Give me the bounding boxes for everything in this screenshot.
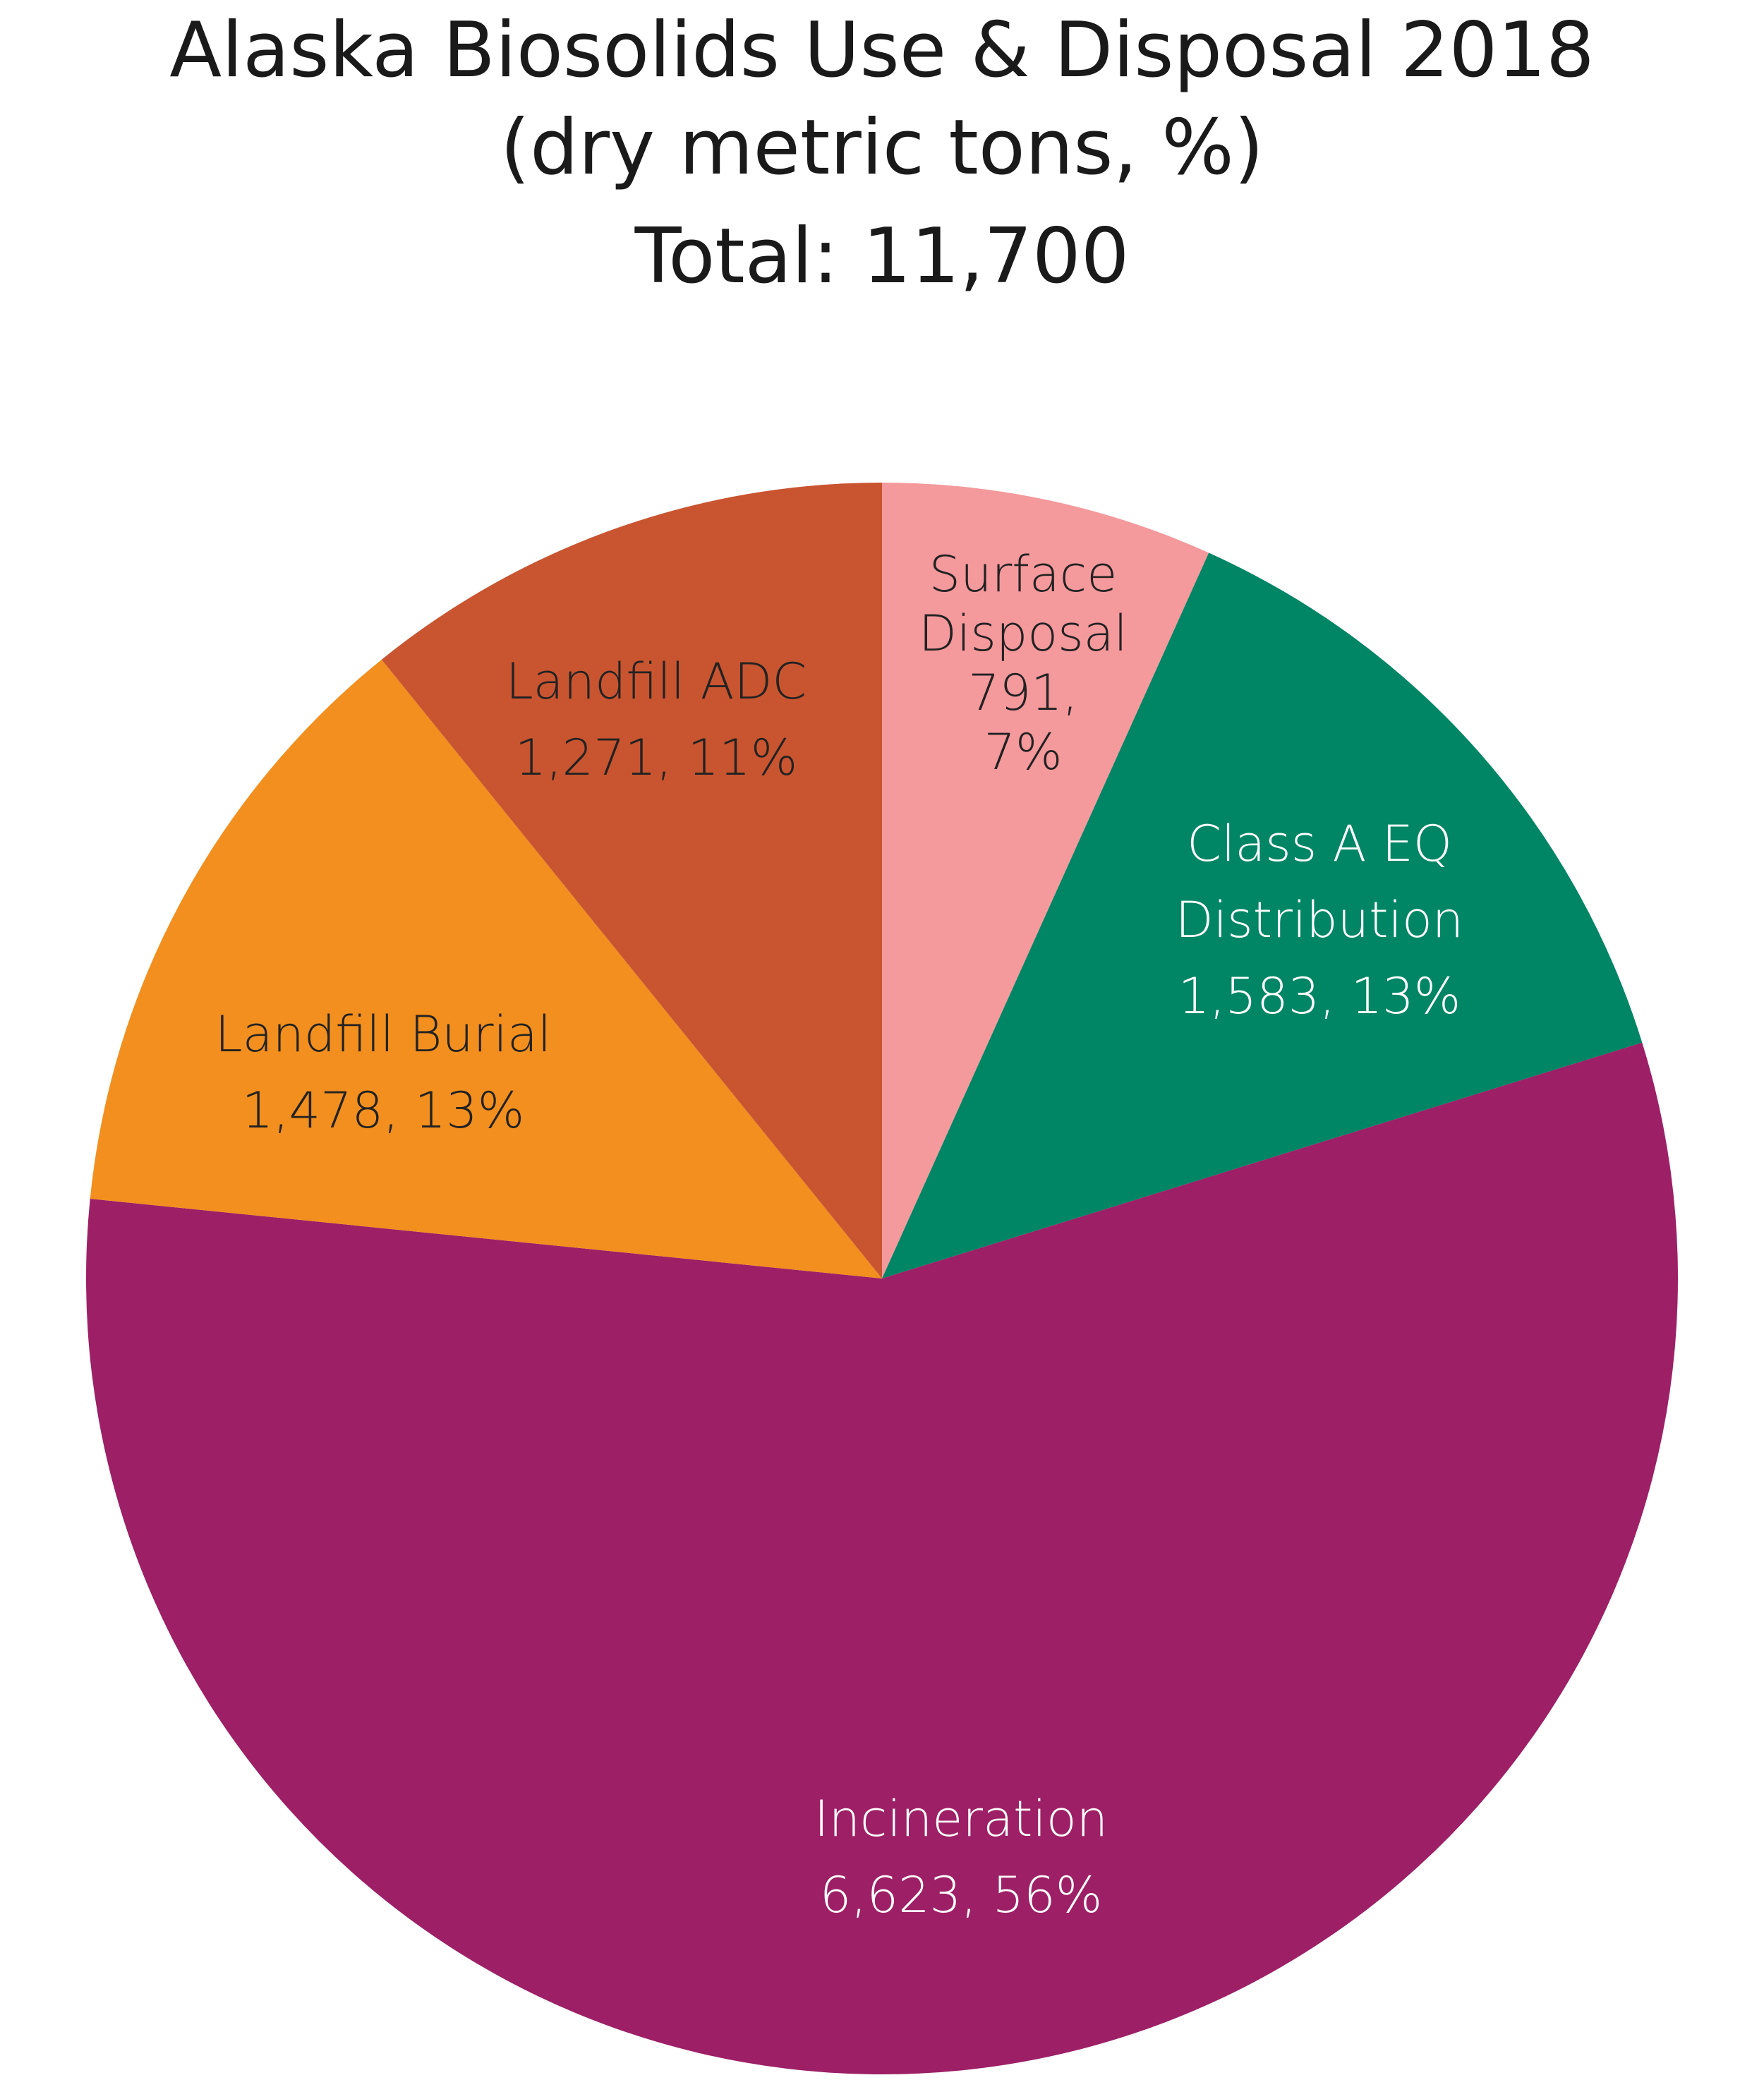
slice-label-line: 1,271, 11% xyxy=(515,729,797,787)
slice-label-class-a-eq-distribution: Class A EQ Distribution 1,583, 13% xyxy=(1176,815,1463,1025)
slice-label-line: Disposal xyxy=(919,605,1128,663)
slice-label-line: 1,583, 13% xyxy=(1178,967,1461,1025)
chart-title-line-1: Alaska Biosolids Use & Disposal 2018 xyxy=(169,6,1595,95)
slice-label-line: Landfill Burial xyxy=(215,1005,552,1063)
slice-label-line: Surface xyxy=(929,545,1118,603)
slice-label-line: 6,623, 56% xyxy=(820,1866,1102,1924)
slice-label-line: 7% xyxy=(984,723,1062,781)
chart-title-line-3: Total: 11,700 xyxy=(634,212,1130,301)
slice-label-line: Landfill ADC xyxy=(506,653,807,711)
chart-title-line-2: (dry metric tons, %) xyxy=(500,104,1264,192)
chart-title: Alaska Biosolids Use & Disposal 2018 (dr… xyxy=(169,6,1595,301)
slice-label-line: Incineration xyxy=(814,1790,1108,1848)
slice-label-line: Class A EQ xyxy=(1187,815,1452,873)
slice-label-line: 791, xyxy=(968,664,1078,722)
slice-label-line: 1,478, 13% xyxy=(242,1082,524,1139)
slice-label-line: Distribution xyxy=(1176,891,1463,949)
